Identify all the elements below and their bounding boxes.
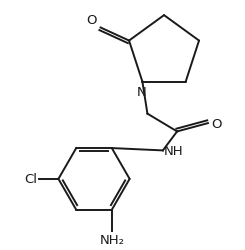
Text: O: O [211, 117, 222, 130]
Text: O: O [86, 14, 97, 26]
Text: Cl: Cl [24, 173, 37, 186]
Text: NH: NH [164, 144, 184, 157]
Text: NH₂: NH₂ [99, 234, 124, 246]
Text: N: N [136, 86, 146, 99]
